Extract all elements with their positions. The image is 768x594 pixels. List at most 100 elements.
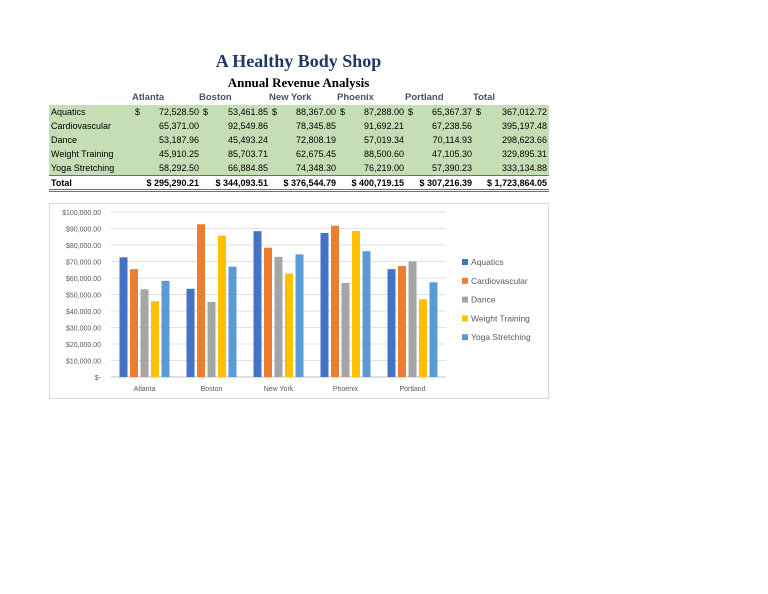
bar (352, 230, 360, 377)
y-tick-label: $100,000.00 (62, 210, 101, 217)
table-cell: 65,371.00 (133, 119, 201, 133)
table-cell: 58,292.50 (133, 161, 201, 176)
legend-swatch (462, 334, 468, 341)
table-cell: 45,493.24 (201, 133, 270, 147)
table-cell: 329,895.31 (474, 147, 549, 161)
total-cell: $ 307,216.39 (406, 175, 474, 192)
y-tick-label: $40,000.00 (66, 309, 101, 316)
legend-label: Weight Training (471, 313, 530, 323)
table-cell: 78,345.85 (270, 119, 338, 133)
page-title: A Healthy Body Shop (215, 51, 382, 71)
bar (331, 225, 339, 377)
total-cell: $ 295,290.21 (133, 175, 201, 192)
y-tick-label: $20,000.00 (66, 342, 101, 349)
bar (253, 231, 262, 377)
revenue-table: Aquatics $72,528.50 $53,461.85 $88,367.00 $8… (49, 105, 549, 192)
legend-swatch (462, 259, 468, 265)
bar (151, 301, 159, 377)
page-subtitle: Annual Revenue Analysis (227, 75, 370, 90)
table-row: Aquatics $72,528.50 $53,461.85 $88,367.00 $8… (49, 105, 549, 119)
table-cell: 70,114.93 (406, 133, 474, 147)
x-tick-label: New York (264, 386, 294, 393)
total-cell: $ 400,719.15 (338, 175, 406, 192)
table-cell: 92,549.86 (201, 119, 270, 133)
bar (264, 247, 272, 377)
bar (398, 266, 406, 377)
table-cell: 45,910.25 (133, 147, 201, 161)
table-row: Dance 53,187.96 45,493.24 72,808.19 57,019.3… (49, 133, 549, 147)
row-label: Weight Training (49, 147, 133, 161)
total-cell: $ 1,723,864.05 (474, 175, 549, 192)
table-cell: $65,367.37 (406, 105, 474, 119)
x-tick-label: Phoenix (333, 386, 359, 393)
total-cell: $ 344,093.51 (201, 175, 270, 192)
total-cell: $ 376,544.79 (270, 175, 338, 192)
bar (362, 251, 371, 377)
table-cell: 62,675.45 (270, 147, 338, 161)
cell-value: 88,367.00 (295, 107, 336, 117)
legend-swatch (462, 296, 468, 303)
bar (140, 289, 149, 377)
table-cell: 53,187.96 (133, 133, 201, 147)
table-cell: $88,367.00 (270, 105, 338, 119)
currency-symbol: $ (203, 107, 209, 117)
bar (295, 254, 304, 377)
table-cell: $53,461.85 (201, 105, 270, 119)
bar (218, 235, 226, 377)
bar (285, 273, 293, 377)
cell-value: 367,012.72 (501, 107, 547, 117)
bar (429, 282, 438, 377)
legend-label: Aquatics (471, 257, 504, 267)
currency-symbol: $ (408, 107, 414, 117)
cell-value: 53,461.85 (227, 107, 268, 117)
table-cell: 76,219.00 (338, 161, 406, 176)
x-tick-label: Atlanta (134, 386, 156, 393)
table-row: Yoga Stretching 58,292.50 66,884.85 74,348.… (49, 161, 549, 176)
table-cell: 67,238.56 (406, 119, 474, 133)
y-tick-label: $70,000.00 (66, 260, 101, 267)
y-tick-label: $60,000.00 (66, 276, 101, 283)
bar (130, 269, 138, 377)
table-cell: 333,134.88 (474, 161, 549, 176)
table-cell: 57,019.34 (338, 133, 406, 147)
bar (274, 256, 283, 377)
column-header-total: Total (473, 92, 495, 103)
table-cell: 91,692.21 (338, 119, 406, 133)
table-cell: 395,197.48 (474, 119, 549, 133)
row-label: Aquatics (49, 105, 133, 119)
total-row: Total $ 295,290.21 $ 344,093.51 $ 376,544.7… (49, 175, 549, 192)
legend-swatch (462, 277, 468, 284)
x-tick-label: Portland (399, 386, 425, 393)
cell-value: 87,288.00 (363, 107, 404, 117)
bar (419, 299, 427, 377)
table-cell: 72,808.19 (270, 133, 338, 147)
y-tick-label: $90,000.00 (66, 227, 101, 234)
y-tick-label: $80,000.00 (66, 243, 101, 250)
table-cell: 47,105.30 (406, 147, 474, 161)
row-label: Yoga Stretching (49, 161, 133, 176)
legend-label: Dance (471, 295, 496, 305)
bar (408, 261, 417, 377)
total-label: Total (49, 175, 133, 192)
table-cell: 74,348.30 (270, 161, 338, 176)
table-cell: 66,884.85 (201, 161, 270, 176)
bar (320, 232, 329, 377)
column-header-atlanta: Atlanta (132, 92, 165, 103)
column-header-portland: Portland (405, 92, 444, 103)
table-cell: 88,500.60 (338, 147, 406, 161)
bar (197, 224, 205, 377)
cell-value: 72,528.50 (158, 107, 199, 117)
table-row: Cardiovascular 65,371.00 92,549.86 78,345.8… (49, 119, 549, 133)
currency-symbol: $ (476, 107, 482, 117)
currency-symbol: $ (340, 107, 346, 117)
table-cell: $72,528.50 (133, 105, 201, 119)
table-cell: $87,288.00 (338, 105, 406, 119)
currency-symbol: $ (272, 107, 278, 117)
bar (207, 301, 216, 377)
bar (119, 257, 128, 377)
legend-label: Yoga Stretching (471, 332, 531, 342)
table-cell: 298,623.66 (474, 133, 549, 147)
x-tick-label: Boston (201, 386, 223, 393)
bar (161, 280, 170, 377)
bar (186, 288, 195, 377)
